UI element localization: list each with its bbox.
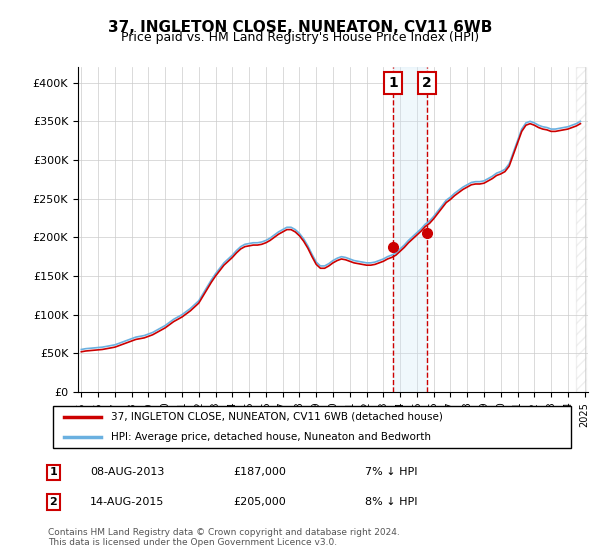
Text: Contains HM Land Registry data © Crown copyright and database right 2024.
This d: Contains HM Land Registry data © Crown c… [48,528,400,547]
FancyBboxPatch shape [53,405,571,449]
Text: £187,000: £187,000 [233,468,286,478]
Text: 37, INGLETON CLOSE, NUNEATON, CV11 6WB: 37, INGLETON CLOSE, NUNEATON, CV11 6WB [108,20,492,35]
Text: £205,000: £205,000 [233,497,286,507]
Bar [576,67,586,392]
Text: 1: 1 [389,76,398,90]
Text: 37, INGLETON CLOSE, NUNEATON, CV11 6WB (detached house): 37, INGLETON CLOSE, NUNEATON, CV11 6WB (… [112,412,443,422]
Text: 08-AUG-2013: 08-AUG-2013 [90,468,164,478]
Text: 8% ↓ HPI: 8% ↓ HPI [365,497,418,507]
Text: 2: 2 [49,497,57,507]
Text: 1: 1 [49,468,57,478]
Text: 7% ↓ HPI: 7% ↓ HPI [365,468,418,478]
Text: HPI: Average price, detached house, Nuneaton and Bedworth: HPI: Average price, detached house, Nune… [112,432,431,442]
Text: 2: 2 [422,76,432,90]
Bar [394,67,427,392]
Text: 14-AUG-2015: 14-AUG-2015 [90,497,164,507]
Text: Price paid vs. HM Land Registry's House Price Index (HPI): Price paid vs. HM Land Registry's House … [121,31,479,44]
